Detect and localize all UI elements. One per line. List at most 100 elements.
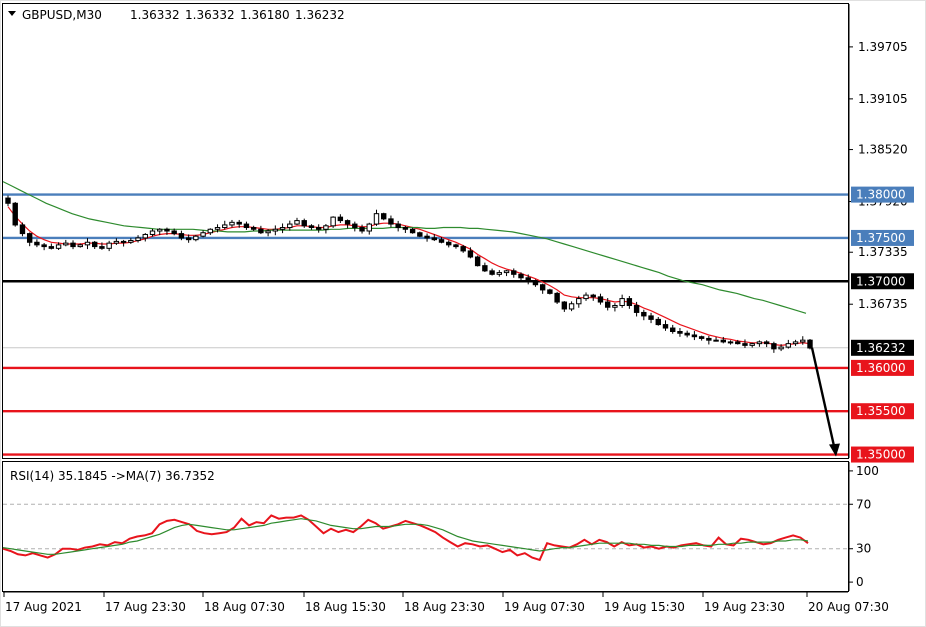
price-axis[interactable]: 1.397051.391051.385201.379201.373351.367… [848, 4, 908, 458]
candle[interactable] [337, 214, 344, 223]
candle[interactable] [265, 229, 271, 237]
candle[interactable] [612, 303, 618, 312]
candle[interactable] [193, 234, 199, 242]
candle[interactable] [77, 243, 83, 248]
candle[interactable] [735, 339, 741, 345]
candle[interactable] [149, 228, 156, 237]
candle[interactable] [691, 331, 698, 341]
candle[interactable] [677, 328, 683, 337]
candle[interactable] [308, 224, 315, 230]
candle[interactable] [539, 283, 546, 294]
candle[interactable] [84, 238, 91, 250]
candle[interactable] [417, 231, 423, 238]
candle[interactable] [402, 225, 409, 234]
candle[interactable] [178, 230, 185, 241]
candle[interactable] [583, 292, 589, 301]
candle[interactable] [554, 291, 560, 304]
candle[interactable] [800, 336, 806, 345]
candle[interactable] [128, 238, 134, 244]
candle[interactable] [489, 268, 495, 276]
candle[interactable] [70, 240, 76, 250]
candle[interactable] [597, 293, 604, 305]
candle[interactable] [518, 272, 524, 282]
candle[interactable] [648, 312, 654, 324]
candle[interactable] [395, 220, 401, 232]
time-axis[interactable]: 17 Aug 2021 17 Aug 23:30 18 Aug 07:30 18 Au… [3, 591, 889, 614]
candle[interactable] [352, 221, 358, 232]
candle[interactable] [279, 223, 286, 234]
candle[interactable] [135, 235, 141, 243]
rsi-pane[interactable]: RSI(14) 35.1845 ->MA(7) 36.7352 [2, 461, 849, 592]
candle[interactable] [171, 228, 177, 236]
candle[interactable] [243, 221, 250, 230]
candle[interactable] [655, 316, 661, 326]
candle[interactable] [576, 295, 582, 308]
candle[interactable] [34, 239, 40, 248]
candle[interactable] [771, 341, 777, 353]
candle[interactable] [222, 220, 228, 230]
candle[interactable] [460, 244, 466, 253]
candle[interactable] [778, 344, 784, 352]
candle[interactable] [807, 339, 813, 350]
candle[interactable] [742, 339, 748, 349]
candle[interactable] [207, 228, 214, 236]
candle[interactable] [323, 224, 329, 234]
candle[interactable] [388, 215, 394, 228]
candle[interactable] [294, 217, 300, 226]
candle[interactable] [344, 219, 351, 229]
candle[interactable] [446, 240, 452, 248]
candle[interactable] [200, 230, 206, 238]
candle[interactable] [684, 330, 690, 338]
candle[interactable] [662, 320, 669, 331]
candle[interactable] [511, 268, 517, 278]
candle[interactable] [619, 294, 625, 308]
candle[interactable] [532, 279, 539, 287]
candle[interactable] [26, 232, 33, 247]
candle[interactable] [561, 301, 568, 312]
candle[interactable] [301, 218, 307, 228]
candle[interactable] [670, 324, 676, 334]
collapse-triangle-icon[interactable] [8, 11, 16, 16]
candle[interactable] [373, 209, 380, 226]
candle[interactable] [409, 227, 416, 234]
candle[interactable] [792, 339, 799, 346]
candle[interactable] [482, 262, 488, 273]
candle[interactable] [756, 340, 763, 347]
candle[interactable] [214, 224, 221, 233]
candle[interactable] [568, 301, 575, 312]
candle[interactable] [453, 243, 459, 249]
candle[interactable] [366, 222, 372, 235]
candle[interactable] [142, 233, 148, 242]
candle[interactable] [467, 247, 474, 259]
candle[interactable] [272, 225, 279, 236]
candle[interactable] [12, 202, 18, 227]
candle[interactable] [525, 274, 531, 285]
candle[interactable] [626, 295, 633, 309]
candle[interactable] [720, 336, 726, 344]
candle[interactable] [63, 239, 69, 247]
candle[interactable] [48, 243, 55, 250]
candle[interactable] [19, 222, 26, 237]
candle[interactable] [496, 270, 503, 277]
candle[interactable] [164, 227, 170, 235]
candle[interactable] [99, 242, 105, 250]
candle[interactable] [727, 340, 734, 345]
candle[interactable] [250, 225, 257, 231]
candle[interactable] [424, 233, 430, 242]
candle[interactable] [330, 216, 336, 228]
candle[interactable] [749, 342, 755, 348]
candle[interactable] [785, 339, 792, 349]
candle[interactable] [92, 240, 98, 250]
candle[interactable] [713, 337, 719, 342]
candle[interactable] [381, 212, 387, 221]
candle[interactable] [106, 240, 112, 252]
candle[interactable] [236, 219, 242, 228]
candle[interactable] [359, 224, 365, 234]
candle[interactable] [474, 255, 481, 267]
candle[interactable] [55, 242, 62, 251]
candle[interactable] [185, 234, 192, 243]
candle[interactable] [315, 224, 322, 233]
candle[interactable] [763, 340, 770, 348]
candle[interactable] [41, 243, 47, 251]
